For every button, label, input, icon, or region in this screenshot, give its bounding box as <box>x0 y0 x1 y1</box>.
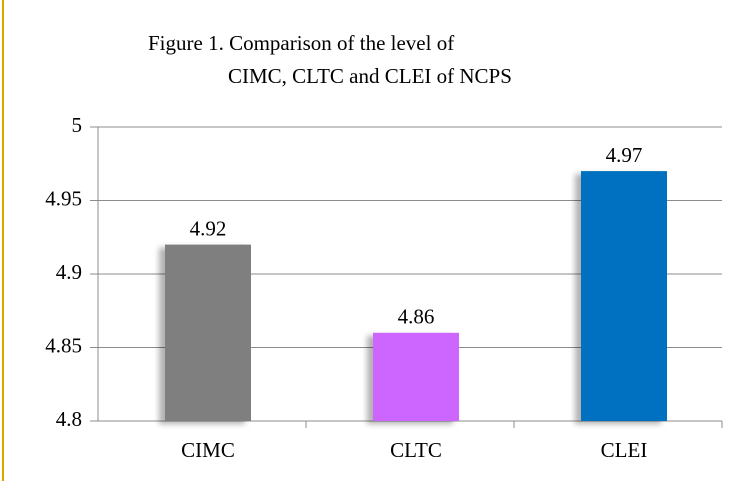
y-tick-label: 4.9 <box>56 260 82 284</box>
chart-title: Figure 1. Comparison of the level of <box>148 31 454 55</box>
x-tick-label: CIMC <box>181 438 235 462</box>
y-tick-label: 4.85 <box>45 333 82 357</box>
data-label: 4.97 <box>606 143 643 167</box>
y-tick-label: 4.95 <box>45 186 82 210</box>
x-tick-label: CLEI <box>601 438 648 462</box>
y-tick-label: 5 <box>72 113 83 137</box>
bar <box>373 332 459 421</box>
page-border <box>2 0 4 481</box>
bar <box>581 171 667 421</box>
chart-title: CIMC, CLTC and CLEI of NCPS <box>228 64 512 88</box>
x-tick-label: CLTC <box>390 438 442 462</box>
data-label: 4.92 <box>190 216 227 240</box>
y-tick-label: 4.8 <box>56 407 82 431</box>
bar <box>165 244 251 421</box>
data-label: 4.86 <box>398 305 435 329</box>
